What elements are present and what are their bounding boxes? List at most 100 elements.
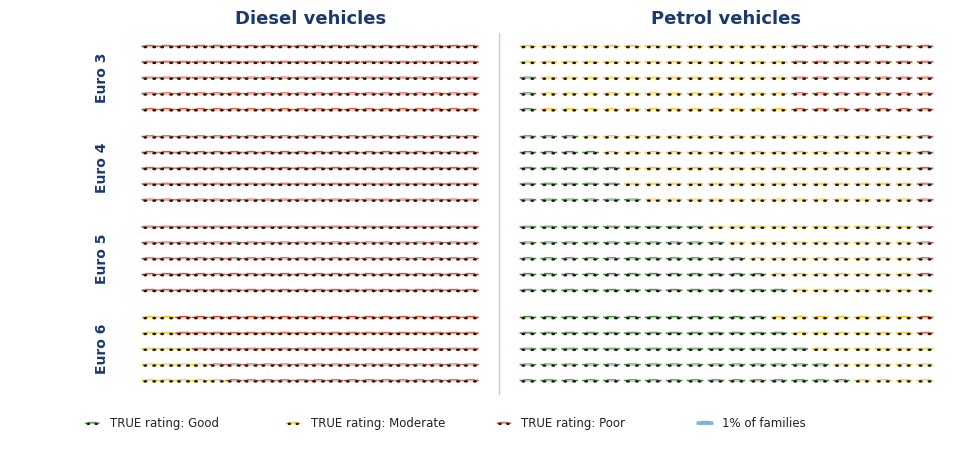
Circle shape	[372, 349, 375, 350]
FancyBboxPatch shape	[920, 241, 930, 243]
Circle shape	[447, 333, 450, 335]
FancyBboxPatch shape	[212, 151, 222, 152]
FancyBboxPatch shape	[377, 199, 395, 201]
Circle shape	[431, 333, 434, 335]
Circle shape	[710, 153, 713, 154]
FancyBboxPatch shape	[665, 199, 683, 201]
Circle shape	[866, 184, 868, 185]
FancyBboxPatch shape	[279, 257, 290, 259]
FancyBboxPatch shape	[791, 136, 808, 137]
FancyBboxPatch shape	[411, 136, 428, 137]
FancyBboxPatch shape	[607, 151, 616, 152]
FancyBboxPatch shape	[586, 379, 595, 380]
Circle shape	[710, 110, 713, 111]
Circle shape	[845, 78, 848, 79]
Circle shape	[347, 168, 349, 170]
FancyBboxPatch shape	[774, 316, 783, 317]
FancyBboxPatch shape	[836, 61, 847, 62]
FancyBboxPatch shape	[279, 331, 290, 333]
FancyBboxPatch shape	[246, 363, 256, 365]
Circle shape	[288, 78, 291, 79]
FancyBboxPatch shape	[645, 92, 662, 95]
Circle shape	[246, 184, 248, 185]
FancyBboxPatch shape	[711, 182, 721, 184]
FancyBboxPatch shape	[607, 92, 616, 94]
FancyBboxPatch shape	[179, 241, 188, 243]
Circle shape	[296, 137, 299, 138]
FancyBboxPatch shape	[381, 76, 391, 78]
FancyBboxPatch shape	[226, 92, 243, 95]
FancyBboxPatch shape	[774, 348, 783, 349]
Circle shape	[606, 381, 609, 382]
Circle shape	[794, 110, 797, 111]
Circle shape	[473, 137, 476, 138]
FancyBboxPatch shape	[900, 225, 909, 227]
Circle shape	[794, 381, 797, 382]
FancyBboxPatch shape	[770, 273, 787, 275]
FancyBboxPatch shape	[833, 242, 851, 244]
FancyBboxPatch shape	[364, 76, 374, 78]
Circle shape	[313, 46, 315, 48]
FancyBboxPatch shape	[628, 273, 637, 274]
Circle shape	[877, 94, 880, 95]
FancyBboxPatch shape	[348, 289, 357, 290]
FancyBboxPatch shape	[344, 316, 361, 318]
FancyBboxPatch shape	[582, 226, 599, 228]
Circle shape	[740, 153, 743, 154]
Circle shape	[907, 243, 910, 244]
Circle shape	[564, 168, 566, 170]
FancyBboxPatch shape	[212, 241, 222, 243]
Circle shape	[824, 259, 827, 260]
Circle shape	[397, 259, 399, 260]
FancyBboxPatch shape	[917, 77, 934, 79]
Circle shape	[698, 365, 701, 366]
FancyBboxPatch shape	[920, 348, 930, 349]
Circle shape	[815, 168, 817, 170]
Circle shape	[406, 259, 409, 260]
Circle shape	[296, 153, 299, 154]
Circle shape	[389, 153, 392, 154]
FancyBboxPatch shape	[243, 61, 259, 63]
Circle shape	[246, 275, 248, 276]
Circle shape	[668, 94, 671, 95]
FancyBboxPatch shape	[586, 61, 595, 62]
FancyBboxPatch shape	[432, 363, 442, 365]
Circle shape	[773, 200, 776, 201]
Circle shape	[845, 243, 848, 244]
FancyBboxPatch shape	[348, 182, 357, 184]
FancyBboxPatch shape	[381, 273, 391, 274]
Circle shape	[866, 381, 868, 382]
FancyBboxPatch shape	[444, 183, 462, 185]
FancyBboxPatch shape	[582, 348, 599, 350]
FancyBboxPatch shape	[665, 226, 683, 228]
FancyBboxPatch shape	[561, 364, 578, 366]
FancyBboxPatch shape	[519, 108, 537, 110]
Circle shape	[347, 137, 349, 138]
FancyBboxPatch shape	[158, 77, 176, 79]
FancyBboxPatch shape	[812, 61, 829, 63]
Circle shape	[531, 317, 534, 319]
FancyBboxPatch shape	[259, 316, 276, 318]
FancyBboxPatch shape	[310, 348, 327, 350]
Circle shape	[907, 200, 910, 201]
Circle shape	[803, 275, 805, 276]
FancyBboxPatch shape	[428, 151, 445, 154]
Circle shape	[732, 227, 733, 229]
Circle shape	[414, 349, 417, 350]
Circle shape	[824, 184, 827, 185]
FancyBboxPatch shape	[462, 364, 479, 366]
Circle shape	[262, 153, 265, 154]
Circle shape	[678, 78, 680, 79]
FancyBboxPatch shape	[749, 316, 766, 318]
Circle shape	[406, 110, 409, 111]
Circle shape	[815, 62, 817, 63]
Circle shape	[389, 227, 392, 229]
Circle shape	[423, 317, 425, 319]
Circle shape	[397, 365, 399, 366]
Circle shape	[606, 200, 609, 201]
FancyBboxPatch shape	[246, 198, 256, 200]
FancyBboxPatch shape	[179, 61, 188, 62]
FancyBboxPatch shape	[669, 273, 679, 274]
Circle shape	[195, 153, 197, 154]
FancyBboxPatch shape	[791, 364, 808, 366]
